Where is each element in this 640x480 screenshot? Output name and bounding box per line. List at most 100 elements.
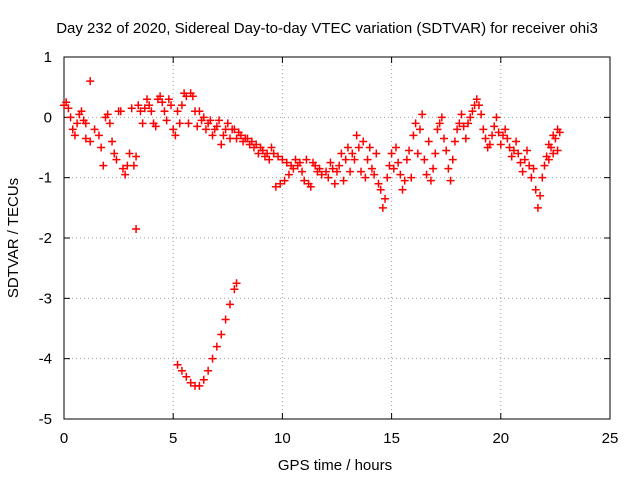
- data-point: [138, 119, 147, 128]
- data-point: [129, 161, 138, 170]
- data-point: [354, 143, 363, 152]
- data-point: [529, 164, 538, 173]
- data-point: [188, 92, 197, 101]
- data-point: [346, 167, 355, 176]
- x-tick-label: 5: [169, 430, 177, 447]
- data-point: [378, 203, 387, 212]
- chart-title: Day 232 of 2020, Sidereal Day-to-day VTE…: [56, 20, 598, 37]
- data-point: [551, 134, 560, 143]
- data-point: [407, 173, 416, 182]
- data-point: [254, 149, 263, 158]
- data-point: [477, 110, 486, 119]
- data-point: [359, 137, 368, 146]
- data-point: [413, 149, 422, 158]
- data-point: [424, 137, 433, 146]
- data-point: [169, 125, 178, 134]
- data-point: [479, 125, 488, 134]
- data-point: [258, 146, 267, 155]
- data-point: [175, 119, 184, 128]
- data-point: [420, 155, 429, 164]
- data-point: [136, 107, 145, 116]
- data-point: [387, 149, 396, 158]
- data-point: [512, 137, 521, 146]
- data-point: [328, 164, 337, 173]
- data-point: [538, 173, 547, 182]
- data-point: [391, 143, 400, 152]
- data-point: [361, 173, 370, 182]
- data-point: [394, 158, 403, 167]
- data-point: [474, 101, 483, 110]
- data-point: [140, 104, 149, 113]
- data-point: [206, 116, 215, 125]
- data-point: [343, 143, 352, 152]
- data-point: [553, 146, 562, 155]
- data-point: [118, 164, 127, 173]
- data-point: [86, 77, 95, 86]
- data-point: [274, 152, 283, 161]
- data-point: [110, 149, 119, 158]
- data-point: [381, 194, 390, 203]
- y-tick-label: 1: [44, 49, 52, 66]
- data-point: [64, 104, 73, 113]
- data-point: [132, 224, 141, 233]
- data-point: [505, 143, 514, 152]
- data-point: [81, 134, 90, 143]
- data-point: [162, 116, 171, 125]
- data-point: [232, 134, 241, 143]
- data-point: [335, 161, 344, 170]
- data-point: [409, 131, 418, 140]
- data-point: [549, 149, 558, 158]
- data-point: [298, 167, 307, 176]
- data-point: [400, 176, 409, 185]
- data-point: [533, 203, 542, 212]
- data-point: [108, 137, 117, 146]
- data-point: [219, 131, 228, 140]
- data-point: [265, 155, 274, 164]
- data-point: [389, 164, 398, 173]
- data-point: [151, 122, 160, 131]
- data-point: [112, 155, 121, 164]
- data-point: [446, 176, 455, 185]
- data-point: [236, 131, 245, 140]
- data-point: [215, 116, 224, 125]
- data-point: [498, 131, 507, 140]
- data-point: [201, 125, 210, 134]
- data-point: [193, 122, 202, 131]
- data-point: [105, 119, 114, 128]
- data-point: [531, 185, 540, 194]
- data-point: [422, 170, 431, 179]
- data-point: [221, 315, 230, 324]
- x-axis-label: GPS time / hours: [278, 457, 392, 474]
- data-point: [267, 143, 276, 152]
- data-point: [376, 185, 385, 194]
- data-point: [247, 137, 256, 146]
- data-point: [230, 125, 239, 134]
- data-point: [276, 179, 285, 188]
- data-point: [217, 140, 226, 149]
- data-point: [243, 134, 252, 143]
- data-point: [116, 107, 125, 116]
- y-tick-label: -4: [39, 351, 52, 368]
- data-point: [289, 164, 298, 173]
- data-point: [269, 149, 278, 158]
- data-point: [544, 140, 553, 149]
- data-point: [405, 146, 414, 155]
- data-point: [490, 122, 499, 131]
- data-point: [433, 125, 442, 134]
- data-point: [121, 170, 130, 179]
- data-point: [252, 140, 261, 149]
- data-point: [199, 375, 208, 384]
- data-point: [415, 125, 424, 134]
- data-point: [86, 137, 95, 146]
- data-point: [317, 170, 326, 179]
- data-point: [324, 173, 333, 182]
- data-points: [60, 77, 564, 390]
- data-point: [481, 134, 490, 143]
- data-point: [199, 113, 208, 122]
- data-point: [516, 158, 525, 167]
- data-point: [352, 131, 361, 140]
- data-point: [440, 134, 449, 143]
- data-point: [444, 164, 453, 173]
- data-point: [326, 158, 335, 167]
- y-axis-label: SDTVAR / TECUs: [5, 178, 22, 298]
